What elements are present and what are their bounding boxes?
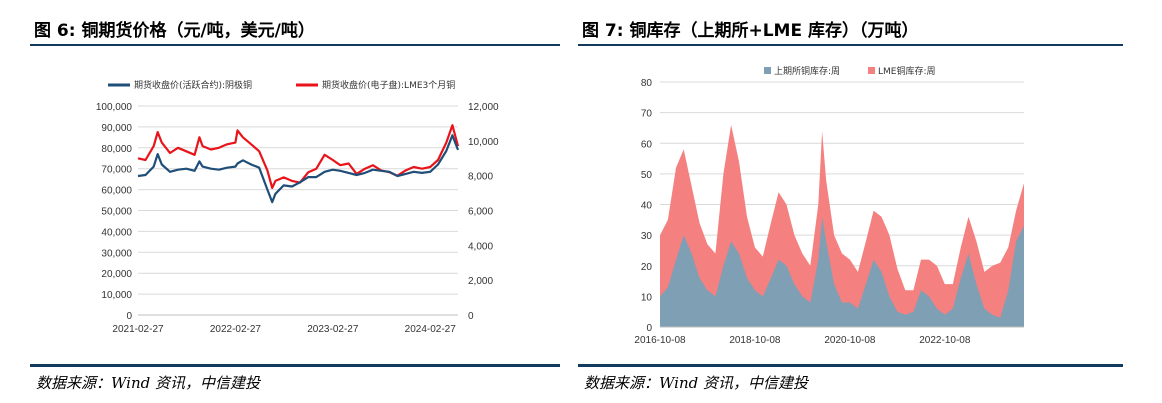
y-right-tick-label: 12,000 (468, 102, 499, 113)
x-tick-label: 2018-10-08 (729, 335, 781, 346)
figure-7-source: 数据来源：Wind 资讯，中信建投 (584, 374, 808, 392)
y-left-tick-label: 100,000 (96, 102, 133, 113)
legend-label-1: 期货收盘价(活跃合约):阴极铜 (134, 79, 252, 91)
y-tick-label: 50 (641, 170, 653, 181)
series-line-shfe-copper (137, 134, 460, 204)
copper-futures-price-chart: 期货收盘价(活跃合约):阴极铜 期货收盘价(电子盘):LME3个月铜 0 10,000… (96, 79, 499, 335)
y-left-tick-label: 80,000 (101, 144, 132, 155)
bottom-rule (578, 364, 1123, 367)
y-tick-label: 60 (641, 139, 653, 150)
y-tick-label: 70 (641, 109, 653, 120)
y-left-tick-label: 70,000 (101, 165, 132, 176)
x-tick-label: 2024-02-27 (405, 324, 457, 335)
figure-6-source: 数据来源：Wind 资讯，中信建投 (36, 374, 260, 392)
left-figure-panel: 图 6: 铜期货价格（元/吨，美元/吨） 期货收盘价(活跃合约):阴极铜 期货收盘… (30, 0, 560, 403)
x-tick-label: 2022-10-08 (919, 335, 971, 346)
area-shfe-copper-stock (660, 216, 1024, 327)
y-tick-label: 30 (641, 231, 653, 242)
y-left-tick-label: 40,000 (101, 227, 132, 238)
y-right-tick-label: 0 (468, 311, 474, 322)
figure-7-title: 图 7: 铜库存（上期所+LME 库存）（万吨） (582, 21, 919, 41)
y-right-tick-label: 8,000 (468, 172, 493, 183)
legend-label-1: 上期所铜库存:周 (774, 65, 840, 77)
y-tick-label: 40 (641, 201, 653, 212)
x-tick-label: 2016-10-08 (634, 335, 686, 346)
y-left-tick-label: 50,000 (101, 207, 132, 218)
series-line-lme-copper (137, 124, 460, 189)
y-tick-label: 0 (646, 323, 652, 334)
top-rule (30, 44, 560, 46)
y-right-tick-label: 4,000 (468, 241, 493, 252)
y-left-tick-label: 10,000 (101, 290, 132, 301)
y-tick-label: 10 (641, 292, 653, 303)
bottom-rule (30, 364, 560, 367)
y-right-tick-label: 2,000 (468, 276, 493, 287)
x-tick-label: 2021-02-27 (112, 324, 164, 335)
y-left-tick-label: 0 (126, 311, 132, 322)
legend-label-2: LME铜库存:周 (878, 65, 936, 77)
y-left-tick-label: 60,000 (101, 186, 132, 197)
x-tick-label: 2023-02-27 (307, 324, 359, 335)
copper-inventory-chart: 上期所铜库存:周 LME铜库存:周 0 10 20 30 40 50 60 70 80 2016-10… (634, 65, 1024, 346)
x-tick-label: 2022-02-27 (210, 324, 262, 335)
area-lme-copper-stock (660, 124, 1024, 328)
x-tick-label: 2020-10-08 (824, 335, 876, 346)
y-tick-label: 20 (641, 262, 653, 273)
y-right-tick-label: 6,000 (468, 207, 493, 218)
top-rule (578, 44, 1123, 46)
y-left-tick-label: 90,000 (101, 123, 132, 134)
right-figure-panel: 图 7: 铜库存（上期所+LME 库存）（万吨） 上期所铜库存:周 LME铜库存:… (578, 0, 1123, 403)
legend-swatch-1 (764, 67, 771, 74)
y-tick-label: 80 (641, 78, 653, 89)
y-left-tick-label: 20,000 (101, 269, 132, 280)
y-left-tick-label: 30,000 (101, 248, 132, 259)
legend-swatch-2 (868, 67, 875, 74)
y-right-tick-label: 10,000 (468, 137, 499, 148)
figure-6-title: 图 6: 铜期货价格（元/吨，美元/吨） (34, 21, 315, 41)
legend-label-2: 期货收盘价(电子盘):LME3个月铜 (322, 79, 455, 91)
